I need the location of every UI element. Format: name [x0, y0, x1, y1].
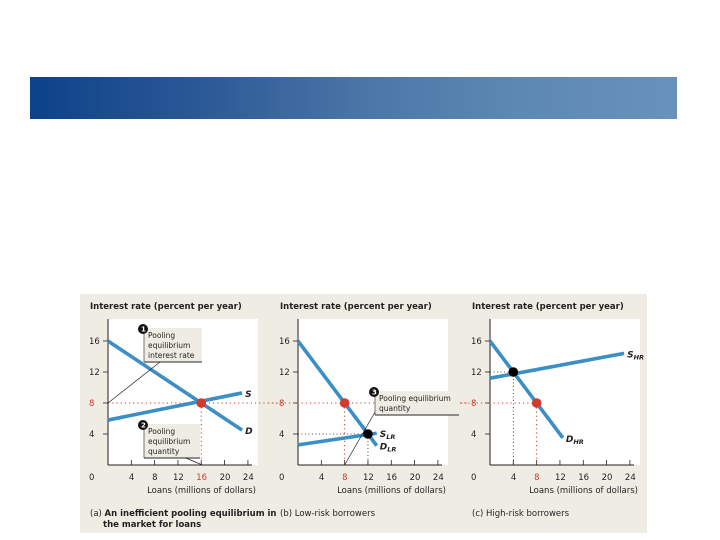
note-text: quantity	[148, 447, 180, 456]
x-axis-title: Loans (millions of dollars)	[529, 486, 638, 496]
x-tick-label: 8	[152, 473, 157, 483]
x-tick-label: 20	[410, 473, 421, 483]
panel-caption: (a) An inefficient pooling equilibrium i…	[90, 509, 277, 519]
curve-label-subscript: LR	[387, 446, 396, 454]
x-tick-label: 0	[279, 473, 284, 483]
plot-area	[490, 319, 640, 465]
y-axis-title: Interest rate (percent per year)	[280, 302, 432, 312]
y-tick-label: 16	[89, 337, 100, 347]
point-pooling-point	[339, 398, 350, 408]
caption-prefix: (b)	[280, 509, 295, 519]
curve-label-subscript: LR	[386, 433, 395, 441]
panel-caption: (b) Low-risk borrowers	[280, 509, 376, 519]
note-box	[144, 424, 200, 458]
x-tick-label: 20	[220, 473, 231, 483]
note-number: 3	[372, 389, 377, 397]
point-low-risk-equilibrium	[363, 429, 373, 439]
panel-b: Interest rate (percent per year) 4 8 12 16 0 4…	[268, 302, 468, 519]
x-tick-label: 8	[342, 473, 347, 483]
callout-line	[185, 457, 203, 466]
x-axis-title: Loans (millions of dollars)	[147, 486, 256, 496]
x-tick-label: 24	[433, 473, 444, 483]
point-pooling-point	[531, 398, 542, 408]
x-tick-label: 12	[555, 473, 566, 483]
curve-label: SHR	[627, 350, 644, 361]
y-tick-label: 4	[471, 430, 476, 440]
note-box	[144, 328, 202, 362]
curve-label: DLR	[380, 443, 397, 454]
x-tick-label: 4	[129, 473, 134, 483]
x-tick-label: 0	[471, 473, 476, 483]
panel-c: Interest rate (percent per year) 4 8 12 16 0 4…	[460, 302, 644, 519]
caption-text: Low-risk borrowers	[295, 509, 376, 519]
curve-label: SLR	[380, 430, 396, 441]
note-number: 1	[141, 326, 146, 334]
y-tick-label: 4	[89, 430, 94, 440]
x-tick-label: 0	[89, 473, 94, 483]
curve-label-subscript: HR	[634, 353, 644, 361]
note-text: Pooling	[148, 427, 175, 436]
figure-panel: Interest rate (percent per year) 4 8 12 16 0 4…	[80, 294, 647, 533]
y-tick-label: 4	[279, 430, 284, 440]
x-tick-label: 8	[534, 473, 539, 483]
y-axis-title: Interest rate (percent per year)	[90, 302, 242, 312]
note-text: equilibrium	[148, 341, 190, 350]
curve-s	[107, 391, 243, 422]
y-tick-label: 16	[279, 337, 290, 347]
y-tick-label: 12	[471, 368, 482, 378]
x-tick-label: 20	[602, 473, 613, 483]
x-tick-label: 24	[625, 473, 636, 483]
x-tick-label: 16	[578, 473, 589, 483]
x-tick-label: 12	[363, 473, 374, 483]
x-tick-label: 24	[243, 473, 254, 483]
panel-caption-line2: the market for loans	[103, 520, 201, 530]
curve-d-hr	[488, 339, 565, 439]
point-pooling-equilibrium	[196, 398, 207, 408]
caption-text: High-risk borrowers	[486, 509, 570, 519]
caption-prefix: (c)	[472, 509, 486, 519]
curve-label: D	[245, 427, 253, 437]
note-text: Pooling	[148, 331, 175, 340]
x-tick-label: 16	[196, 473, 207, 483]
callout-line	[344, 411, 376, 466]
note-box	[375, 391, 459, 415]
x-tick-label: 12	[173, 473, 184, 483]
note-text: interest rate	[148, 351, 195, 360]
note-number-badge	[369, 387, 379, 397]
point-high-risk-equilibrium	[508, 367, 519, 377]
caption-prefix: (a)	[90, 509, 105, 519]
note-number: 2	[141, 422, 146, 430]
callout-line	[107, 361, 161, 404]
y-tick-label: 12	[279, 368, 290, 378]
y-tick-label: 8	[279, 399, 284, 409]
curve-label-subscript: HR	[573, 438, 583, 446]
y-tick-label: 16	[471, 337, 482, 347]
curve-d-lr	[296, 339, 379, 447]
x-tick-label: 4	[319, 473, 324, 483]
panel-caption: (c) High-risk borrowers	[472, 509, 570, 519]
caption-text: An inefficient pooling equilibrium in	[105, 509, 277, 519]
y-tick-label: 8	[471, 399, 476, 409]
note-number-badge	[138, 420, 148, 430]
note-text: equilibrium	[148, 437, 190, 446]
note-number-badge	[138, 324, 148, 334]
curve-label: DHR	[566, 435, 584, 446]
x-axis-title: Loans (millions of dollars)	[337, 486, 446, 496]
curve-label: S	[245, 390, 251, 400]
note-text: quantity	[379, 404, 411, 413]
y-tick-label: 12	[89, 368, 100, 378]
note-text: Pooling equilibrium	[379, 394, 451, 403]
x-tick-label: 16	[386, 473, 397, 483]
title-banner	[30, 77, 677, 119]
y-axis-title: Interest rate (percent per year)	[472, 302, 624, 312]
curve-d	[107, 339, 244, 432]
y-tick-label: 8	[89, 399, 94, 409]
x-tick-label: 4	[511, 473, 516, 483]
